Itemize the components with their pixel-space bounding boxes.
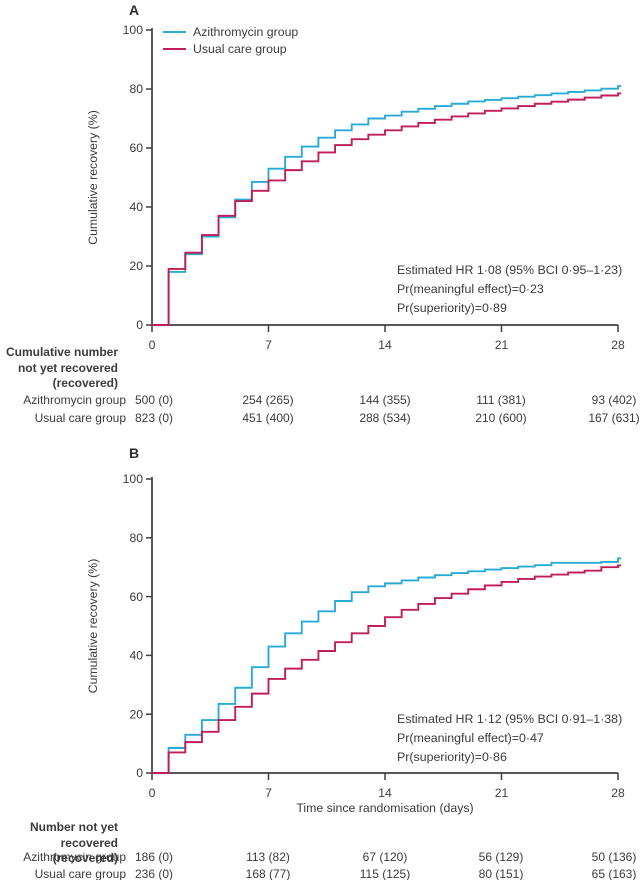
- annotation-hr-line: Estimated HR 1·12 (95% BCI 0·91–1·38): [397, 712, 623, 726]
- y-tick-label: 20: [129, 259, 143, 273]
- table-cell: 144 (355): [359, 393, 411, 407]
- annotation-superiority-line: Pr(superiority)=0·89: [397, 301, 507, 315]
- table-a-header-line: (recovered): [52, 376, 118, 390]
- panel-b-chart: 0 20 40 60 80 100 0 7 14 21 28 Cumulative recovery …: [86, 472, 625, 800]
- panel-a-annotation: Estimated HR 1·08 (95% BCI 0·95–1·23) Pr…: [397, 261, 622, 318]
- table-cell: 210 (600): [475, 411, 527, 425]
- y-tick-label: 100: [123, 23, 144, 37]
- x-axis-title: Time since randomisation (days): [296, 801, 474, 815]
- table-cell: 56 (129): [478, 850, 524, 864]
- legend-label-usual-care: Usual care group: [193, 42, 287, 56]
- y-tick-label: 60: [129, 141, 143, 155]
- table-cell: 113 (82): [246, 850, 290, 864]
- x-tick-label: 21: [495, 338, 509, 352]
- panel-a-chart: 0 20 40 60 80 100 0 7 14 21 28 Cumulative recovery …: [86, 23, 625, 352]
- y-tick-label: 0: [136, 766, 143, 780]
- table-cell: 50 (136): [591, 850, 637, 864]
- x-tick-label: 0: [149, 338, 156, 352]
- legend: Azithromycin group Usual care group: [163, 25, 298, 56]
- y-tick-label: 40: [129, 200, 143, 214]
- table-cell: 451 (400): [242, 411, 294, 425]
- table-a-header-line: Cumulative number: [5, 345, 118, 359]
- annotation-hr-line: Estimated HR 1·08 (95% BCI 0·95–1·23): [397, 263, 623, 277]
- x-tick-label: 21: [495, 786, 509, 800]
- x-tick-label: 7: [265, 338, 272, 352]
- legend-label-azithromycin: Azithromycin group: [193, 25, 299, 39]
- table-cell: 236 (0): [134, 867, 174, 880]
- annotation-meaningful-line: Pr(meaningful effect)=0·47: [397, 731, 544, 745]
- usual-care-line-swatch-icon: [163, 47, 186, 51]
- x-tick-label: 7: [265, 786, 272, 800]
- table-b-row-label-azithromycin: Azithromycin group: [23, 850, 126, 864]
- table-b-header-line: recovered (recovered): [52, 835, 118, 866]
- y-tick-label: 0: [136, 318, 143, 332]
- series-usual-care-group: [152, 92, 621, 326]
- table-cell: 823 (0): [134, 411, 174, 425]
- legend-entry-azithromycin: Azithromycin group: [163, 25, 298, 39]
- table-cell: 93 (402): [591, 393, 637, 407]
- y-tick-label: 80: [129, 531, 143, 545]
- x-tick-label: 28: [611, 786, 625, 800]
- y-tick-label: 100: [123, 472, 144, 486]
- x-tick-label: 14: [378, 338, 392, 352]
- table-cell: 254 (265): [242, 393, 294, 407]
- table-b-row-label-usual-care: Usual care group: [34, 867, 126, 880]
- series-azithromycin-group: [152, 557, 621, 774]
- table-b-header: Number not yet recovered (recovered): [0, 820, 118, 867]
- annotation-superiority-line: Pr(superiority)=0·86: [397, 750, 507, 764]
- y-axis-title: Cumulative recovery (%): [86, 110, 100, 245]
- table-cell: 115 (125): [359, 867, 411, 880]
- table-cell: 167 (631): [588, 411, 640, 425]
- annotation-meaningful-line: Pr(meaningful effect)=0·23: [397, 282, 544, 296]
- y-axis-title: Cumulative recovery (%): [86, 559, 100, 694]
- table-a-row-label-azithromycin: Azithromycin group: [23, 393, 126, 407]
- y-tick-label: 40: [129, 649, 143, 663]
- x-tick-label: 28: [611, 338, 625, 352]
- legend-entry-usual-care: Usual care group: [163, 42, 298, 56]
- table-a-header-line: not yet recovered: [17, 360, 118, 375]
- table-a-row-label-usual-care: Usual care group: [34, 411, 126, 425]
- table-cell: 168 (77): [245, 867, 291, 880]
- table-cell: 65 (163): [591, 867, 637, 880]
- table-a-header: Cumulative number not yet recovered (rec…: [0, 345, 118, 392]
- table-cell: 80 (151): [478, 867, 524, 880]
- y-tick-label: 60: [129, 590, 143, 604]
- table-cell: 111 (381): [476, 393, 526, 407]
- table-cell: 186 (0): [134, 850, 174, 864]
- panel-b-label: B: [129, 445, 140, 461]
- series-usual-care-group: [152, 564, 621, 774]
- panel-a-label: A: [129, 2, 140, 18]
- x-tick-label: 14: [378, 786, 392, 800]
- x-tick-label: 0: [149, 786, 156, 800]
- azithromycin-line-swatch-icon: [163, 30, 186, 34]
- panel-b-annotation: Estimated HR 1·12 (95% BCI 0·91–1·38) Pr…: [397, 710, 622, 767]
- table-cell: 500 (0): [134, 393, 174, 407]
- table-cell: 288 (534): [359, 411, 411, 425]
- y-tick-label: 20: [129, 707, 143, 721]
- table-b-header-line: Number not yet: [29, 820, 118, 834]
- table-cell: 67 (120): [362, 850, 408, 864]
- y-tick-label: 80: [129, 82, 143, 96]
